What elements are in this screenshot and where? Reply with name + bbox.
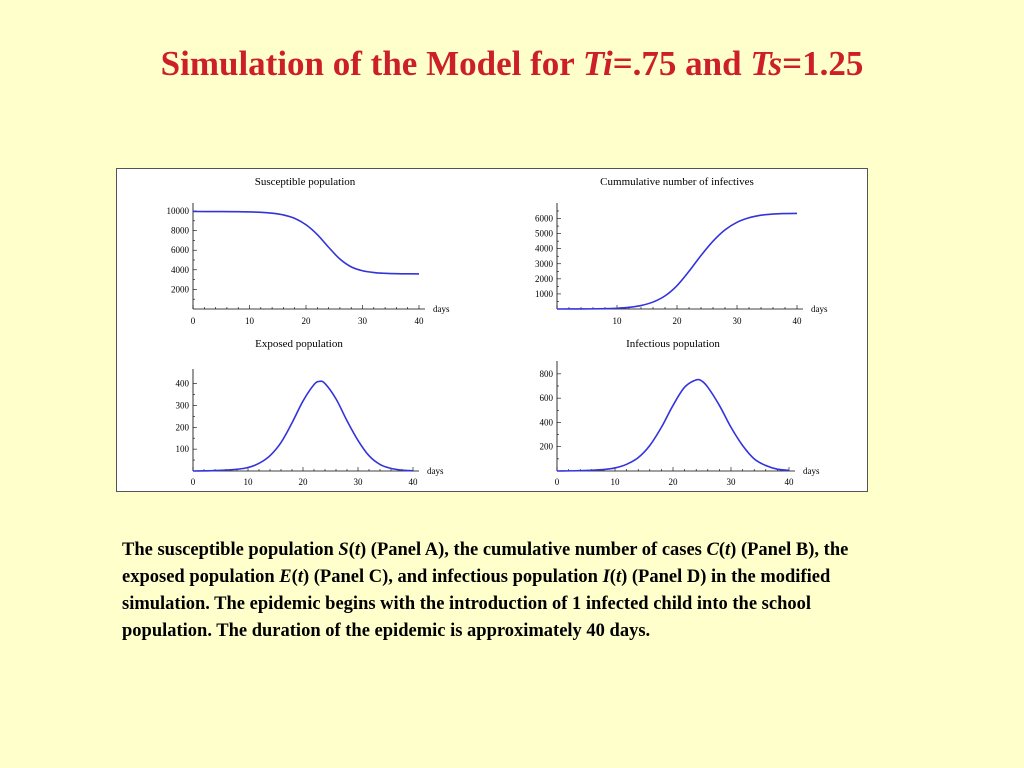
- caption-text: ) (Panel D) in the modified simulation. …: [122, 567, 831, 641]
- panel-3-y-tick-label: 400: [176, 379, 190, 389]
- panel-2-y-tick-label: 4000: [535, 244, 554, 254]
- panel-2-x-tick-label: 10: [613, 316, 623, 326]
- caption-text: ) (Panel A), the cumulative number of ca…: [360, 540, 707, 560]
- panel-1-x-tick-label: 0: [191, 316, 196, 326]
- panel-3-y-tick-label: 200: [176, 422, 190, 432]
- panel-3-x-tick-label: 10: [244, 477, 254, 487]
- caption-var: t: [725, 540, 731, 560]
- caption-var: t: [615, 567, 622, 587]
- caption-text: (: [718, 540, 726, 560]
- caption-var: E: [279, 567, 292, 587]
- panel-1-y-tick-label: 8000: [171, 226, 190, 236]
- panel-1-y-tick-label: 6000: [171, 245, 190, 255]
- panel-1-y-tick-label: 10000: [167, 206, 190, 216]
- panel-2-x-tick-label: 20: [673, 316, 683, 326]
- panel-1-x-tick-label: 40: [415, 316, 425, 326]
- panel-4-x-tick-label: 10: [611, 477, 621, 487]
- title-suffix: =1.25: [782, 44, 864, 83]
- panel-3-x-tick-label: 20: [299, 477, 309, 487]
- title-prefix: Simulation of the Model for: [160, 44, 583, 83]
- panel-3-x-axis-label: days: [427, 466, 444, 476]
- panel-1-x-tick-label: 30: [358, 316, 368, 326]
- panel-3-title: Exposed population: [255, 338, 343, 350]
- panel-4-x-tick-label: 20: [669, 477, 679, 487]
- panel-4-x-tick-label: 30: [727, 477, 737, 487]
- panel-4-y-tick-label: 800: [540, 369, 554, 379]
- panel-3-series-line: [192, 380, 414, 472]
- title-var-ti: Ti: [582, 44, 613, 83]
- panel-2-x-axis-label: days: [811, 304, 828, 314]
- title-var-ts: Ts: [750, 44, 783, 83]
- caption: The susceptible population S(t) (Panel A…: [122, 537, 902, 645]
- panel-2-y-tick-label: 5000: [535, 229, 554, 239]
- panel-4-x-tick-label: 40: [785, 477, 795, 487]
- panel-1-title: Susceptible population: [255, 176, 356, 188]
- panel-1-y-tick-label: 2000: [171, 284, 190, 294]
- panel-4-x-axis-label: days: [803, 466, 820, 476]
- caption-text: ) (Panel C), and infectious population: [302, 567, 603, 587]
- panel-2-y-tick-label: 3000: [535, 259, 554, 269]
- panel-4-series-line: [556, 378, 790, 472]
- caption-var: S: [338, 540, 349, 560]
- panel-1-x-tick-label: 10: [245, 316, 255, 326]
- panel-1-x-tick-label: 20: [302, 316, 312, 326]
- title-mid: =.75 and: [612, 44, 751, 83]
- caption-var: t: [297, 567, 303, 587]
- panel-3-x-tick-label: 0: [191, 477, 196, 487]
- caption-text: (: [609, 567, 616, 587]
- panel-4-title: Infectious population: [626, 338, 720, 350]
- caption-text: (: [348, 540, 355, 560]
- panel-2-x-tick-label: 40: [793, 316, 803, 326]
- panel-3-x-tick-label: 30: [354, 477, 364, 487]
- panel-4-y-tick-label: 400: [540, 417, 554, 427]
- caption-text: The susceptible population: [122, 540, 339, 560]
- panel-4-x-tick-label: 0: [555, 477, 560, 487]
- panel-3-x-tick-label: 40: [409, 477, 419, 487]
- caption-var: t: [354, 540, 361, 560]
- panel-1-x-axis-label: days: [433, 304, 450, 314]
- panel-2-series-line: [556, 212, 798, 310]
- panel-3-y-tick-label: 100: [176, 444, 190, 454]
- panel-3-y-tick-label: 300: [176, 400, 190, 410]
- panel-4-y-tick-label: 200: [540, 442, 554, 452]
- caption-text: ) (Panel B), the exposed population: [122, 540, 849, 587]
- panel-1-series-line: [192, 210, 420, 275]
- panel-2-x-tick-label: 30: [733, 316, 743, 326]
- caption-var: I: [602, 567, 610, 587]
- panel-2-y-tick-label: 6000: [535, 214, 554, 224]
- panel-2-title: Cummulative number of infectives: [600, 176, 754, 188]
- panel-4-y-tick-label: 600: [540, 393, 554, 403]
- panel-2-y-tick-label: 1000: [535, 289, 554, 299]
- panel-2-y-tick-label: 2000: [535, 274, 554, 284]
- panel-1-y-tick-label: 4000: [171, 265, 190, 275]
- figure-frame: Susceptible population 0 10 20 30 40 days 2000 4…: [116, 168, 868, 492]
- caption-text: (: [291, 567, 298, 587]
- caption-var: C: [706, 540, 719, 560]
- slide-title: Simulation of the Model for Ti=.75 and T…: [0, 44, 1024, 84]
